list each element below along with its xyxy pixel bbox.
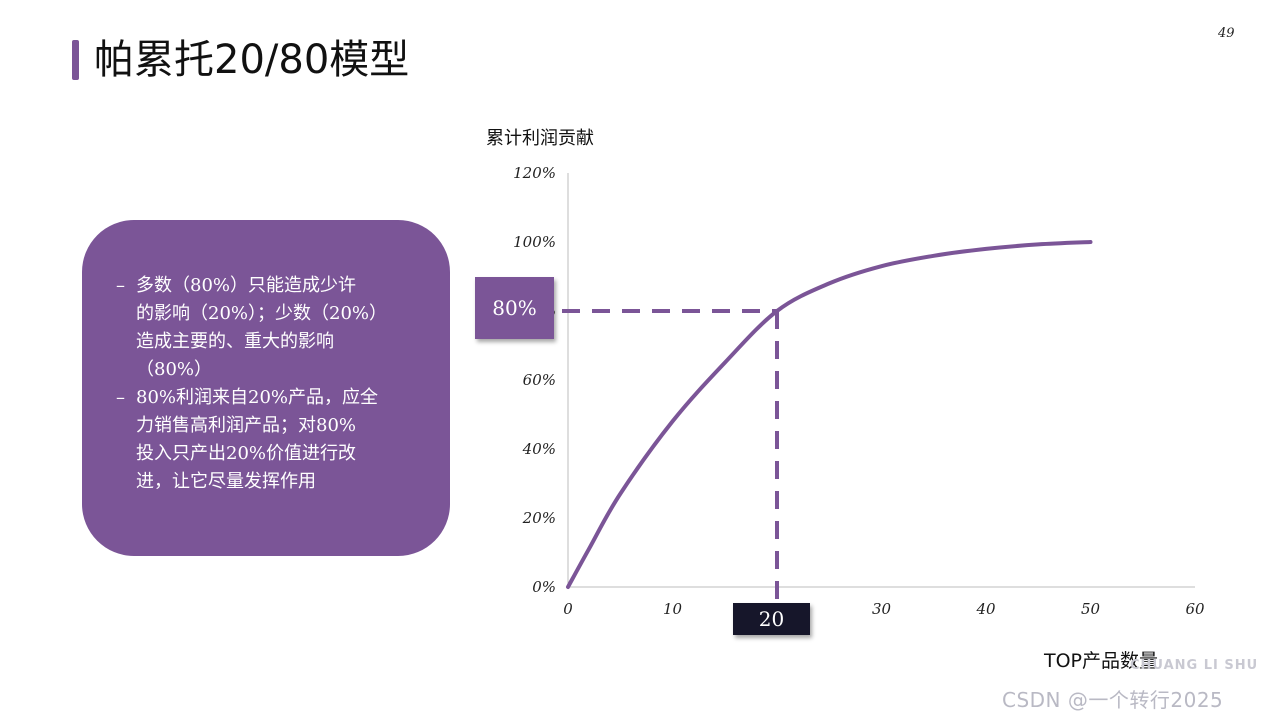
x-tick-label: 30 bbox=[872, 600, 892, 618]
y-tick-label: 40% bbox=[522, 440, 556, 458]
x-tick-label: 40 bbox=[975, 600, 996, 618]
page-number: 49 bbox=[1218, 26, 1235, 41]
series-line bbox=[566, 240, 1093, 589]
callout-bullet: – 多数（80%）只能造成少许 的影响（20%）；少数（20%） 造成主要的、重… bbox=[116, 272, 410, 384]
x-tick-label: 10 bbox=[663, 600, 683, 618]
slide-title: 帕累托20/80模型 bbox=[94, 37, 410, 83]
x-tick-label: 60 bbox=[1185, 600, 1205, 618]
y-axis-title: 累计利润贡献 bbox=[486, 128, 594, 149]
x-tick-label: 50 bbox=[1081, 600, 1101, 618]
chart-ticks: 01020304050600%20%40%60%80%100%120% bbox=[513, 164, 1205, 618]
y-tick-label: 60% bbox=[523, 371, 556, 389]
watermark-brand: CHUANG LI SHU bbox=[1130, 658, 1259, 673]
bullet-dash: – bbox=[116, 387, 125, 408]
bullet-dash: – bbox=[116, 275, 125, 296]
reference-y-label: 80% bbox=[475, 277, 554, 339]
y-tick-label: 100% bbox=[513, 233, 556, 251]
y-tick-label: 120% bbox=[513, 164, 556, 182]
reference-lines bbox=[562, 309, 779, 599]
chart-axes bbox=[567, 173, 1195, 588]
y-tick-label: 0% bbox=[532, 578, 556, 596]
x-tick-label: 0 bbox=[563, 600, 573, 618]
x-axis-title: TOP产品数量 bbox=[1044, 650, 1159, 672]
callout-bullet: – 80%利润来自20%产品，应全 力销售高利润产品；对80% 投入只产出20%… bbox=[116, 384, 410, 496]
bullet-text: 多数（80%）只能造成少许 的影响（20%）；少数（20%） 造成主要的、重大的… bbox=[136, 275, 388, 380]
chart-series bbox=[566, 240, 1093, 589]
title-accent-bar bbox=[72, 40, 79, 80]
reference-x-label: 20 bbox=[733, 603, 810, 635]
y-tick-label: 20% bbox=[522, 509, 556, 527]
callout-box: – 多数（80%）只能造成少许 的影响（20%）；少数（20%） 造成主要的、重… bbox=[82, 220, 450, 556]
bullet-text: 80%利润来自20%产品，应全 力销售高利润产品；对80% 投入只产出20%价值… bbox=[136, 387, 379, 492]
watermark-text: CSDN @一个转行2025 bbox=[1002, 688, 1224, 712]
